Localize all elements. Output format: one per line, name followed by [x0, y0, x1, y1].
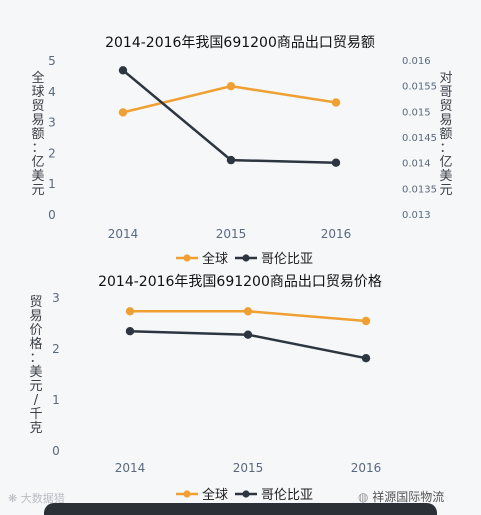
chart1-ylabel-char: 额 [31, 127, 44, 142]
chart2-ylabel-char: 克 [29, 421, 42, 436]
chart2-title: 2014-2016年我国691200商品出口贸易价格 [98, 274, 382, 290]
chart1-ytick: 4 [48, 85, 56, 99]
chart2-series-colombia-point [243, 330, 253, 339]
wechat-icon: ◍ [358, 490, 373, 504]
chart1-ytick: 5 [48, 54, 56, 68]
chart1-series-colombia-point [331, 158, 341, 167]
chart1-xtick: 2014 [108, 227, 139, 241]
chart2-ytick: 3 [52, 291, 60, 305]
brand-label: ◍ 祥源国际物流 [358, 488, 444, 505]
chart2-legend-colombia-marker [242, 490, 250, 498]
chart2-ylabel-char: 价 [29, 323, 42, 338]
chart1-xtick: 2016 [321, 227, 352, 241]
chart1-ylabel-char: 美 [31, 169, 44, 184]
chart1-xtick: 2015 [216, 227, 247, 241]
chart1-title: 2014-2016年我国691200商品出口贸易额 [105, 35, 375, 51]
chart1-y2label-char: 额 [439, 127, 452, 142]
chart2-series-global-point [125, 307, 135, 316]
chart1-series-global-point [331, 98, 341, 107]
chart2-xtick: 2015 [233, 461, 264, 475]
chart1-series-global-point [118, 108, 128, 117]
watermark-left: ❋ 大数据猎 [8, 490, 65, 506]
chart1-ylabel-char: 球 [31, 85, 44, 100]
chart2-legend-global-label: 全球 [202, 487, 228, 503]
chart1-legend-global-label: 全球 [202, 251, 228, 267]
chart2-ylabel-char: 美 [29, 365, 42, 380]
chart1-y2label-char: 对 [439, 71, 452, 86]
chart1-y2tick: 0.013 [402, 210, 431, 221]
chart1-ylabel-char: ： [31, 141, 44, 156]
chart2-xtick: 2016 [351, 461, 382, 475]
chart1-ylabel-char: 元 [31, 183, 44, 198]
chart2-ylabel-char: ： [29, 351, 42, 366]
chart1-ytick: 0 [48, 208, 56, 222]
chart1-legend-colombia-marker [242, 254, 250, 262]
chart1-y2tick: 0.014 [402, 159, 431, 170]
chart1-legend-colombia-label: 哥伦比亚 [261, 252, 313, 267]
chart1-series-global-point [226, 82, 236, 91]
chart1-ytick: 3 [48, 116, 56, 130]
chart2-ylabel-char: / [34, 393, 39, 408]
chart2-ylabel-char: 元 [29, 379, 42, 394]
watermark-text: 大数据猎 [20, 492, 65, 505]
chart2-ylabel: 贸易价格：美元/千克 [29, 295, 42, 436]
chart1-ytick: 2 [48, 146, 56, 160]
chart1-series-global-line [122, 84, 337, 114]
chart1-y2label-char: 亿 [439, 155, 452, 170]
chart1-series-colombia-point [118, 66, 128, 75]
chart1-y2label-char: 易 [439, 113, 452, 128]
brand-text: 祥源国际物流 [372, 490, 445, 504]
chart1-legend-global-marker [183, 254, 191, 262]
chart1-y2tick: 0.0145 [402, 133, 437, 144]
chart2-ytick: 0 [52, 444, 60, 458]
chart2-ytick: 2 [52, 342, 60, 356]
chart2-series-colombia-point [125, 327, 135, 336]
chart1-y2label-char: ： [439, 141, 452, 156]
chart1-y2label-char: 元 [439, 183, 452, 198]
chart1-ylabel-char: 易 [31, 113, 44, 128]
chart1-y2label-char: 哥 [439, 85, 452, 100]
chart2-series-global-point [361, 316, 371, 326]
chart1-ylabel-char: 贸 [31, 99, 44, 114]
chart1-ylabel-char: 亿 [31, 155, 44, 170]
chart1-y2label-char: 美 [439, 169, 452, 184]
chart2-xtick: 2014 [115, 461, 146, 475]
chart2-ylabel-char: 格 [29, 336, 42, 352]
chart2-ylabel-char: 贸 [29, 295, 42, 310]
watermark-icon: ❋ [8, 492, 21, 505]
chart1-ylabel-char: 全 [31, 70, 44, 86]
chart2-series-colombia-point [361, 354, 371, 363]
chart1-y2label-char: 贸 [439, 99, 452, 114]
chart2-ylabel-char: 易 [29, 309, 42, 324]
chart2-legend-global-marker [183, 490, 191, 498]
chart1-ytick: 1 [48, 177, 56, 191]
bottom-bar [44, 503, 437, 515]
chart2-ylabel-char: 千 [29, 407, 42, 422]
chart2-ytick: 1 [52, 393, 60, 407]
chart1-y2tick: 0.015 [402, 107, 431, 118]
chart1-y2tick: 0.016 [402, 56, 431, 67]
chart1-y2tick: 0.0155 [402, 82, 437, 93]
chart2-series-global-point [243, 307, 253, 316]
chart1-series-colombia-point [226, 155, 236, 165]
chart1-y2tick: 0.0135 [402, 184, 437, 195]
chart2-legend-colombia-label: 哥伦比亚 [261, 488, 313, 503]
